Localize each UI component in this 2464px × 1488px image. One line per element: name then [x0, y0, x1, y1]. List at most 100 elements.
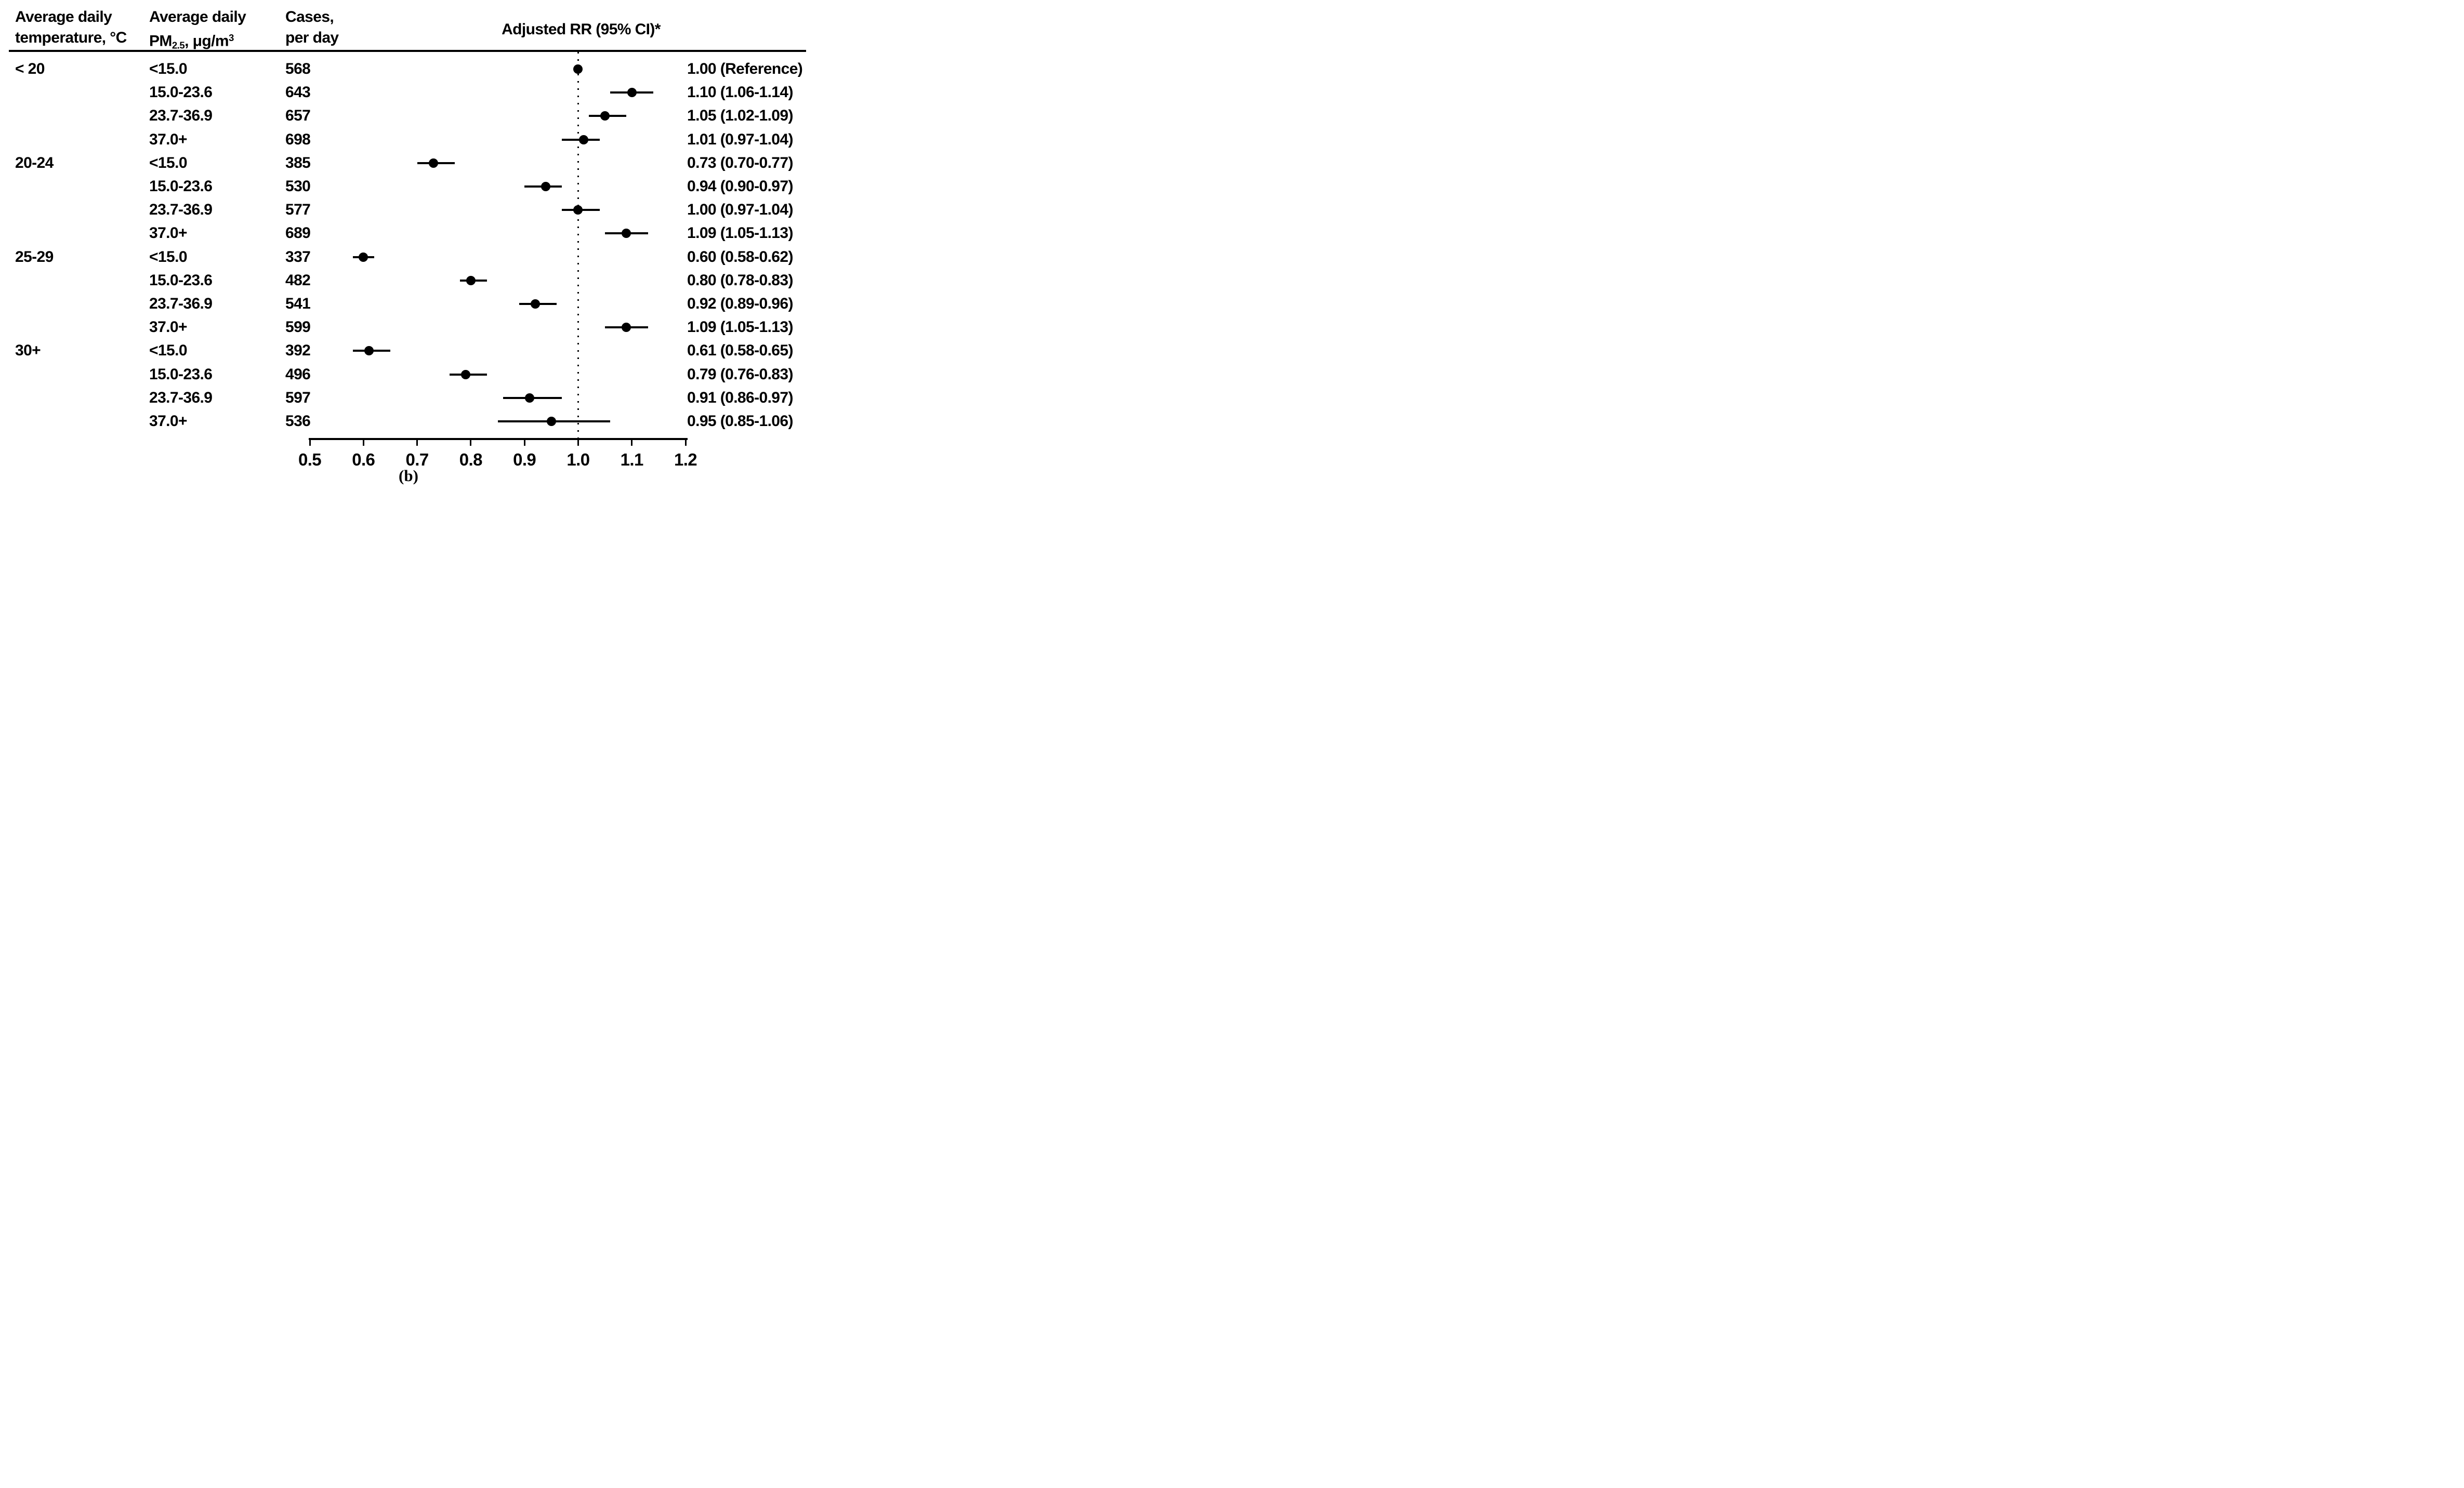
x-axis-line [309, 438, 688, 440]
x-axis-tick [577, 440, 579, 446]
cases-value: 689 [285, 224, 311, 242]
pm25-category-label: 23.7-36.9 [149, 107, 213, 125]
temperature-group-label: 30+ [15, 342, 41, 360]
rr-ci-text: 1.00 (0.97-1.04) [687, 201, 793, 219]
rr-ci-text: 0.73 (0.70-0.77) [687, 154, 793, 171]
x-axis-tick [470, 440, 472, 446]
rr-point-estimate-dot [525, 393, 535, 403]
cases-value: 536 [285, 413, 311, 430]
temperature-group-label: 25-29 [15, 248, 54, 265]
x-axis-tick-label: 0.6 [352, 450, 375, 469]
cases-value: 496 [285, 365, 311, 383]
cases-value: 568 [285, 60, 311, 77]
rr-point-estimate-dot [573, 205, 583, 215]
cases-value: 337 [285, 248, 311, 265]
cases-value: 657 [285, 107, 311, 125]
rr-point-estimate-dot [460, 369, 470, 379]
column-header-temperature-line2: temperature, °C [15, 29, 127, 46]
x-axis-tick-label: 1.1 [620, 450, 644, 469]
pm25-category-label: <15.0 [149, 154, 188, 171]
pm25-category-label: 15.0-23.6 [149, 178, 213, 195]
rr-point-estimate-dot [359, 252, 368, 262]
figure-caption: (b) [399, 467, 418, 485]
x-axis-tick-label: 0.8 [459, 450, 483, 469]
rr-point-estimate-dot [622, 323, 631, 333]
pm25-category-label: 37.0+ [149, 130, 188, 148]
rr-ci-text: 0.92 (0.89-0.96) [687, 295, 793, 312]
pm25-category-label: 23.7-36.9 [149, 201, 213, 219]
rr-ci-text: 0.80 (0.78-0.83) [687, 271, 793, 289]
pm25-category-label: 37.0+ [149, 318, 188, 336]
x-axis-tick-label: 1.0 [566, 450, 590, 469]
pm-text: PM [149, 32, 172, 50]
column-header-pm25-line1: Average daily [149, 8, 246, 25]
rr-point-estimate-dot [578, 135, 588, 144]
pm25-category-label: 37.0+ [149, 224, 188, 242]
x-axis-tick [309, 440, 311, 446]
rr-ci-text: 1.01 (0.97-1.04) [687, 130, 793, 148]
column-header-adjusted-rr: Adjusted RR (95% CI)* [502, 21, 661, 38]
x-axis-tick-label: 0.7 [405, 450, 429, 469]
pm25-category-label: <15.0 [149, 342, 188, 360]
cases-value: 541 [285, 295, 311, 312]
cases-value: 392 [285, 342, 311, 360]
x-axis-tick [362, 440, 364, 446]
rr-ci-text: 0.94 (0.90-0.97) [687, 178, 793, 195]
rr-point-estimate-dot [546, 417, 556, 426]
rr-point-estimate-dot [622, 229, 631, 238]
x-axis-tick [523, 440, 525, 446]
rr-ci-text: 1.05 (1.02-1.09) [687, 107, 793, 125]
rr-ci-text: 0.79 (0.76-0.83) [687, 365, 793, 383]
pm25-category-label: <15.0 [149, 248, 188, 265]
rr-ci-text: 0.61 (0.58-0.65) [687, 342, 793, 360]
x-axis-tick-label: 0.5 [298, 450, 322, 469]
cases-value: 599 [285, 318, 311, 336]
cases-value: 643 [285, 84, 311, 101]
cases-value: 482 [285, 271, 311, 289]
rr-ci-text: 1.09 (1.05-1.13) [687, 318, 793, 336]
header-rule [9, 50, 806, 52]
rr-point-estimate-dot [466, 275, 476, 285]
pm25-category-label: 23.7-36.9 [149, 389, 213, 406]
rr-point-estimate-dot [428, 158, 438, 168]
pm25-category-label: 37.0+ [149, 413, 188, 430]
rr-ci-text: 1.00 (Reference) [687, 60, 803, 77]
rr-point-estimate-dot [530, 299, 540, 309]
column-header-temperature-line1: Average daily [15, 8, 112, 25]
column-header-cases-line2: per day [285, 29, 339, 46]
pm25-category-label: 15.0-23.6 [149, 84, 213, 101]
rr-ci-text: 0.91 (0.86-0.97) [687, 389, 793, 406]
pm-superscript: 3 [228, 32, 234, 43]
temperature-group-label: 20-24 [15, 154, 54, 171]
rr-point-estimate-dot [600, 111, 610, 121]
cases-value: 385 [285, 154, 311, 171]
column-header-pm25-line2: PM2.5, μg/m3 [149, 28, 234, 56]
cases-value: 597 [285, 389, 311, 406]
x-axis-tick [416, 440, 418, 446]
rr-point-estimate-dot [364, 346, 374, 356]
rr-ci-text: 1.10 (1.06-1.14) [687, 84, 793, 101]
rr-point-estimate-dot [573, 64, 583, 74]
cases-value: 577 [285, 201, 311, 219]
temperature-group-label: < 20 [15, 60, 45, 77]
rr-ci-text: 1.09 (1.05-1.13) [687, 224, 793, 242]
x-axis-tick [684, 440, 687, 446]
x-axis-tick-label: 0.9 [513, 450, 536, 469]
x-axis-tick [631, 440, 633, 446]
cases-value: 698 [285, 130, 311, 148]
column-header-cases-line1: Cases, [285, 8, 334, 25]
rr-ci-text: 0.60 (0.58-0.62) [687, 248, 793, 265]
pm25-category-label: <15.0 [149, 60, 188, 77]
pm25-category-label: 15.0-23.6 [149, 271, 213, 289]
forest-plot-figure: Average daily temperature, °C Average da… [0, 0, 821, 496]
pm25-category-label: 15.0-23.6 [149, 365, 213, 383]
x-axis-tick-label: 1.2 [674, 450, 697, 469]
cases-value: 530 [285, 178, 311, 195]
rr-point-estimate-dot [541, 182, 551, 191]
pm25-category-label: 23.7-36.9 [149, 295, 213, 312]
reference-line-1.0 [577, 52, 579, 438]
rr-ci-text: 0.95 (0.85-1.06) [687, 413, 793, 430]
rr-point-estimate-dot [627, 88, 637, 98]
pm-units: , μg/m [185, 32, 229, 50]
pm-subscript: 2.5 [172, 39, 185, 51]
